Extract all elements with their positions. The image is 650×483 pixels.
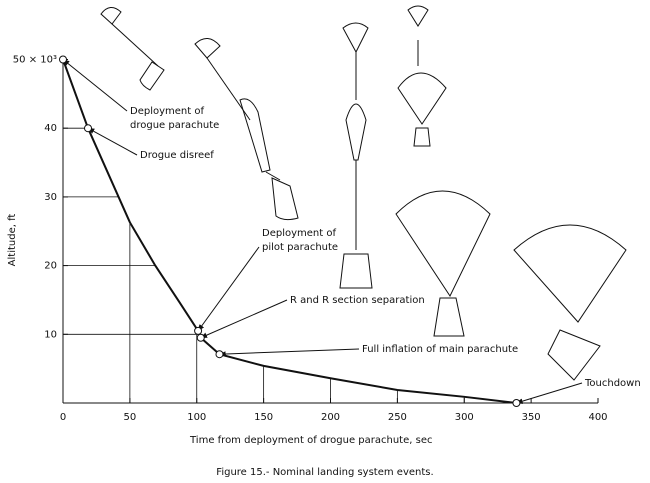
annotation: pilot parachute	[262, 242, 338, 253]
y-tick-label: 20	[44, 261, 57, 272]
x-axis-title: Time from deployment of drogue parachute…	[189, 435, 432, 446]
event-marker	[215, 350, 224, 359]
x-tick-label: 150	[254, 412, 273, 423]
x-tick-label: 400	[588, 412, 607, 423]
caption: Figure 15.- Nominal landing system event…	[216, 467, 433, 478]
y-tick-label: 10	[44, 329, 57, 340]
event-marker	[512, 399, 521, 407]
annotation-arrow	[218, 348, 360, 357]
annotation: Deployment of	[262, 228, 336, 239]
annotation-arrow	[62, 59, 128, 112]
event-marker	[59, 55, 67, 64]
event-marker	[84, 124, 93, 133]
x-tick-label: 100	[187, 412, 206, 423]
annotation-arrow	[200, 299, 288, 339]
event-marker	[194, 326, 203, 335]
annotation-arrow	[515, 382, 583, 404]
x-tick-label: 50	[124, 412, 137, 423]
annotation-arrow	[87, 127, 138, 156]
event-marker	[196, 333, 205, 342]
annotation: Drogue disreef	[140, 150, 214, 161]
annotation: drogue parachute	[130, 120, 219, 131]
y-tick-label: 40	[44, 123, 57, 134]
x-tick-label: 200	[321, 412, 340, 423]
y-tick-label: 30	[44, 192, 57, 203]
x-tick-label: 350	[522, 412, 541, 423]
annotation-arrow	[197, 246, 260, 332]
x-tick-label: 0	[60, 412, 66, 423]
y-tick-label: 50 × 10³	[13, 55, 57, 66]
x-tick-label: 250	[388, 412, 407, 423]
x-tick-label: 300	[455, 412, 474, 423]
annotation: Full inflation of main parachute	[362, 344, 518, 355]
annotation: Touchdown	[584, 378, 641, 389]
y-axis-title: Altitude, ft	[7, 214, 18, 267]
annotation: Deployment of	[130, 106, 204, 117]
parachute-illustrations	[100, 5, 627, 381]
annotation: R and R section separation	[290, 295, 425, 306]
